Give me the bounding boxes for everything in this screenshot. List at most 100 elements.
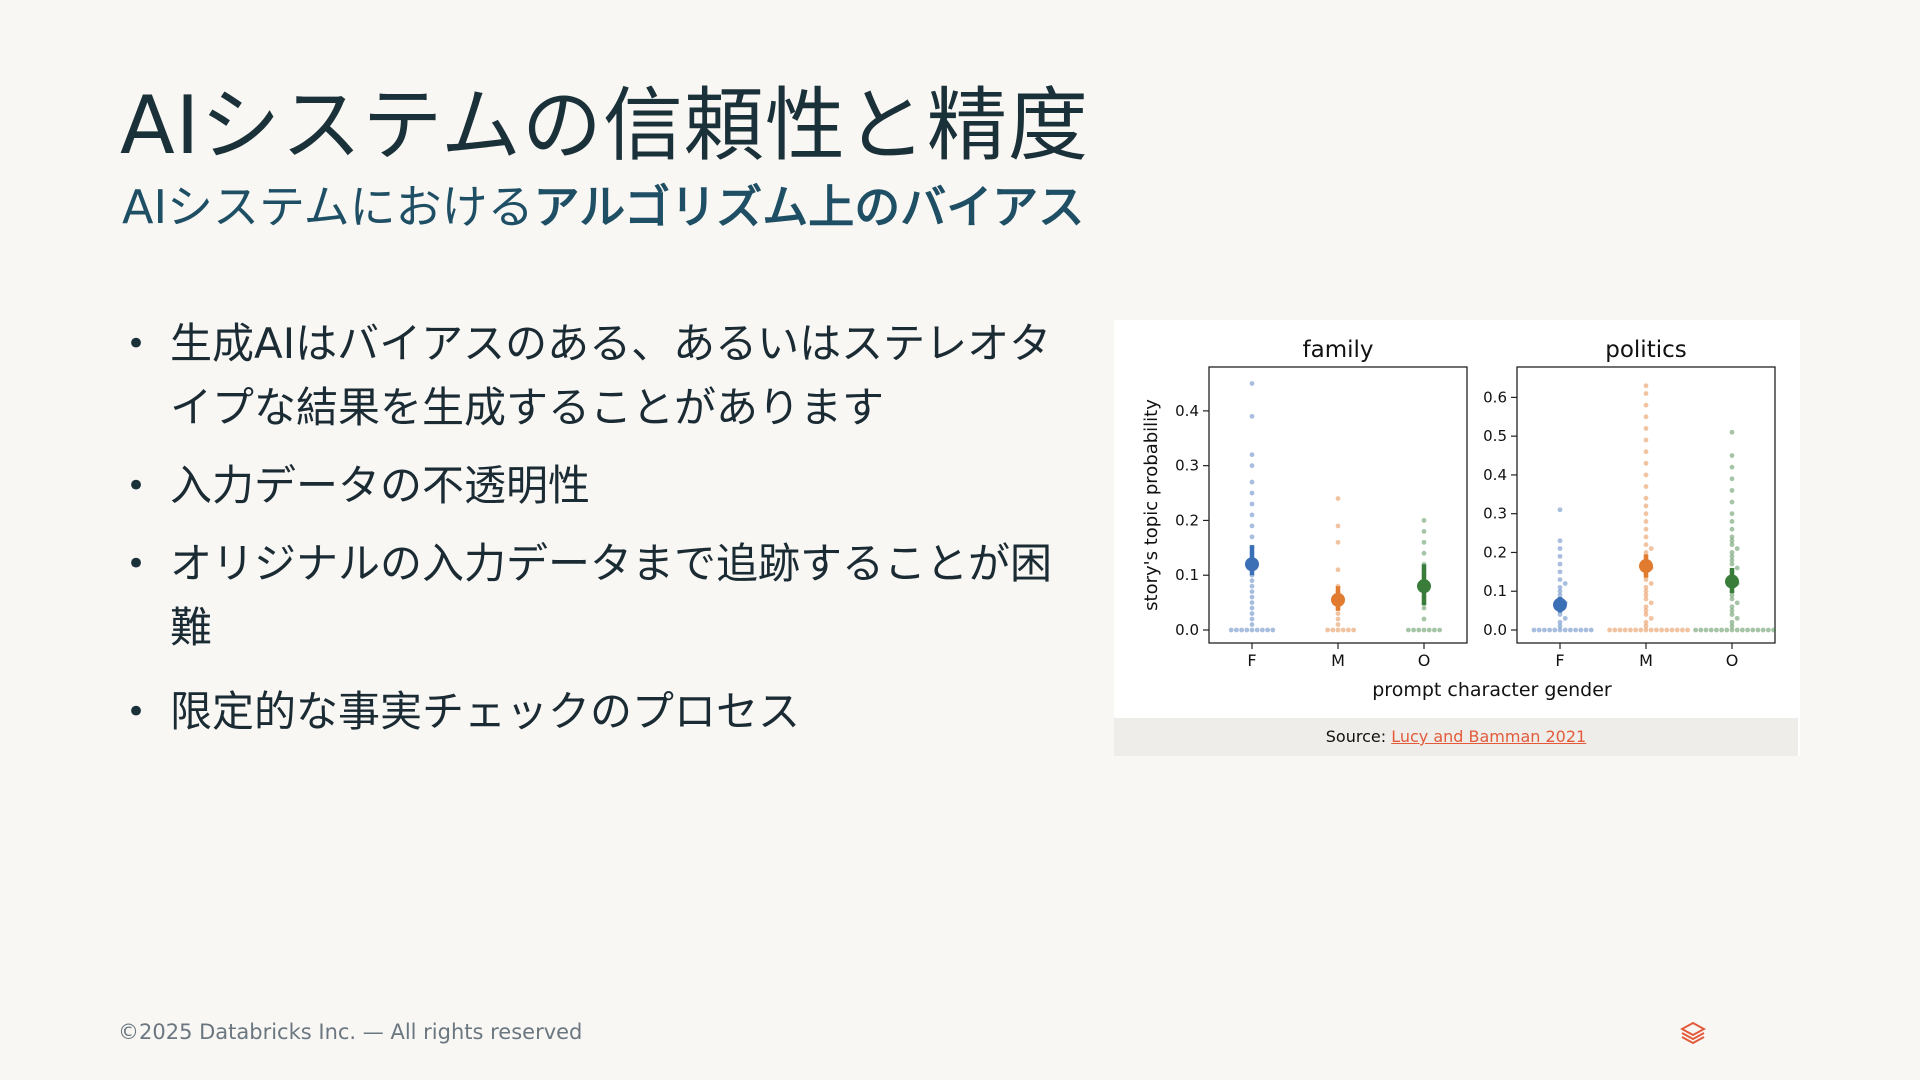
data-point [1729, 526, 1735, 532]
data-point [1573, 627, 1578, 633]
data-point [1249, 501, 1255, 507]
data-point [1643, 592, 1649, 598]
databricks-logo-icon [1680, 1021, 1706, 1045]
data-point [1648, 581, 1654, 586]
data-point [1771, 627, 1776, 633]
data-point [1729, 596, 1735, 602]
data-point [1729, 476, 1735, 482]
data-point [1664, 627, 1670, 633]
data-point [1578, 627, 1584, 633]
data-point [1249, 490, 1255, 496]
data-point [1643, 526, 1649, 532]
data-point [1330, 627, 1336, 633]
data-point [1693, 627, 1698, 633]
data-point [1729, 557, 1735, 563]
slide-subtitle: AIシステムにおけるアルゴリズム上のバイアス [122, 180, 1084, 235]
data-point [1643, 414, 1649, 420]
data-point [1547, 627, 1552, 633]
data-point [1557, 553, 1563, 559]
data-point [1648, 546, 1654, 551]
data-point [1643, 542, 1649, 548]
data-point [1729, 488, 1735, 493]
data-point [1617, 627, 1623, 633]
data-point [1340, 627, 1346, 633]
data-point [1643, 484, 1649, 489]
data-point [1249, 605, 1255, 611]
data-point [1249, 413, 1255, 419]
data-point [1335, 622, 1341, 627]
data-point [1643, 460, 1649, 466]
data-point [1432, 627, 1437, 633]
data-point [1719, 627, 1724, 633]
x-tick-label: O [1418, 651, 1431, 670]
x-tick-label: F [1247, 651, 1256, 670]
data-point [1643, 550, 1649, 555]
data-point [1685, 627, 1690, 633]
data-point [1643, 472, 1649, 478]
data-point [1228, 627, 1234, 633]
data-point [1643, 534, 1649, 540]
data-point [1729, 534, 1735, 540]
data-point [1351, 627, 1356, 633]
data-point [1437, 627, 1442, 633]
source-link[interactable]: Lucy and Bamman 2021 [1391, 727, 1587, 746]
data-point [1260, 627, 1265, 633]
y-tick-label: 0.4 [1483, 466, 1507, 484]
data-point [1531, 627, 1537, 633]
y-tick-label: 0.3 [1483, 505, 1507, 523]
data-point [1346, 627, 1351, 633]
data-point [1729, 429, 1735, 435]
subtitle-regular: AIシステムにおける [122, 180, 534, 234]
data-point [1335, 496, 1341, 501]
data-point [1536, 627, 1542, 633]
data-point [1249, 534, 1255, 540]
data-point [1643, 604, 1649, 610]
data-point [1643, 402, 1649, 408]
data-point [1265, 627, 1270, 633]
data-point [1421, 616, 1427, 622]
data-point [1249, 512, 1255, 518]
mean-point [1639, 559, 1653, 574]
data-point [1734, 600, 1740, 606]
bullet-list: 生成AIはバイアスのある、あるいはステレオタイプな結果を生成することがあります … [126, 312, 1086, 744]
data-point [1244, 627, 1250, 633]
data-point [1643, 495, 1649, 501]
data-point [1421, 550, 1427, 556]
data-point [1734, 546, 1740, 551]
y-tick-label: 0.3 [1175, 457, 1199, 475]
data-point [1643, 612, 1649, 617]
data-point [1643, 426, 1649, 431]
data-point [1643, 588, 1649, 594]
y-tick-label: 0.0 [1175, 621, 1199, 639]
x-tick-label: M [1331, 651, 1345, 670]
data-point [1557, 627, 1563, 633]
data-point [1557, 619, 1563, 625]
data-point [1249, 594, 1255, 600]
data-point [1249, 479, 1255, 485]
data-point [1557, 546, 1563, 551]
panel-title: family [1303, 337, 1374, 363]
data-point [1239, 627, 1244, 633]
data-point [1421, 539, 1427, 545]
data-point [1643, 596, 1649, 602]
data-point [1729, 538, 1735, 544]
data-point [1542, 627, 1547, 633]
data-point [1729, 550, 1735, 555]
data-point [1335, 616, 1341, 622]
data-point [1568, 627, 1573, 633]
x-tick-label: O [1726, 651, 1739, 670]
data-point [1729, 619, 1735, 625]
data-point [1643, 619, 1649, 625]
data-point [1249, 523, 1255, 529]
data-point [1557, 538, 1563, 544]
bullet-item: 限定的な事実チェックのプロセス [126, 680, 1086, 744]
y-tick-label: 0.1 [1175, 566, 1199, 584]
data-point [1335, 539, 1341, 545]
data-point [1724, 627, 1730, 633]
data-point [1669, 627, 1675, 633]
y-tick-label: 0.0 [1483, 621, 1507, 639]
data-point [1254, 627, 1260, 633]
data-point [1755, 627, 1761, 633]
data-point [1643, 503, 1649, 509]
data-point [1760, 627, 1766, 633]
